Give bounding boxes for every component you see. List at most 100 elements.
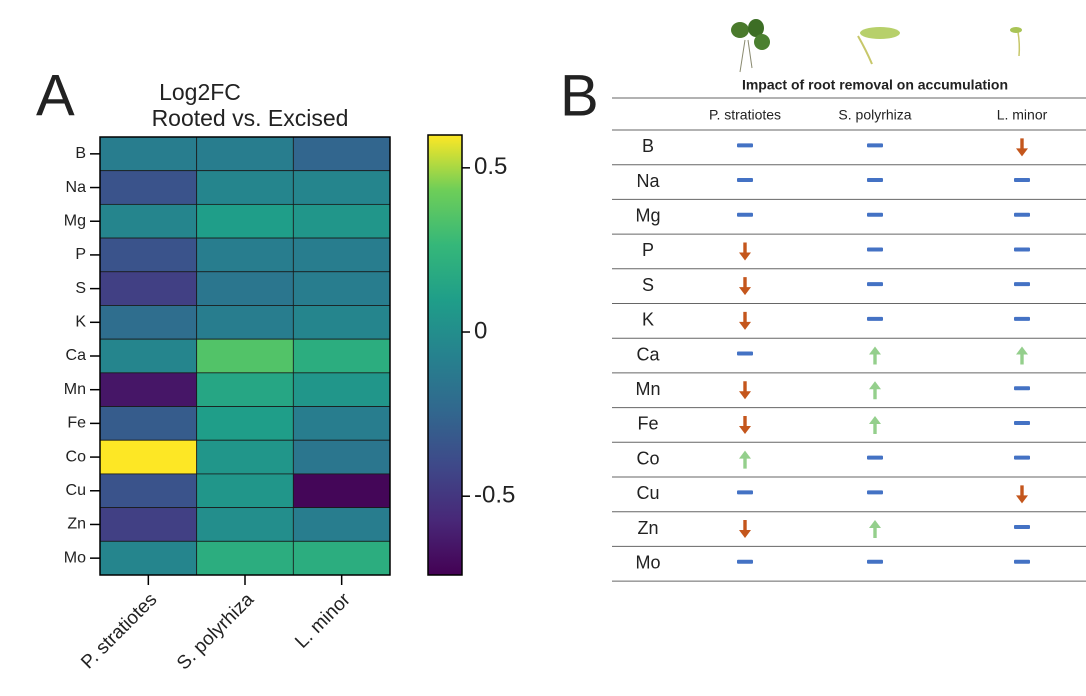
y-tick-label: Mo — [64, 549, 86, 566]
heatmap-cell — [99, 439, 198, 475]
heatmap-cell — [292, 439, 391, 475]
heatmap-cell — [196, 406, 294, 441]
row-label: Zn — [637, 518, 658, 538]
up-arrow — [1016, 346, 1028, 365]
neutral-dash — [737, 559, 753, 564]
neutral-dash — [867, 559, 883, 564]
column-header: L. minor — [997, 107, 1048, 123]
heatmap-cell — [292, 507, 391, 542]
row-label: B — [642, 136, 654, 156]
y-tick-label: Mg — [64, 212, 86, 229]
neutral-dash — [1014, 420, 1030, 425]
chart-title: Log2FC — [159, 79, 241, 105]
row-label: Mg — [635, 206, 660, 226]
heatmap-cell — [99, 271, 198, 306]
heatmap-cell — [196, 136, 294, 172]
neutral-dash — [867, 282, 883, 287]
heatmap-cell — [99, 338, 198, 374]
neutral-dash — [737, 143, 753, 148]
neutral-dash — [1014, 455, 1030, 460]
plant-icon — [857, 27, 900, 65]
y-tick-label: Fe — [67, 415, 86, 432]
x-tick-label: P. stratiotes — [77, 589, 161, 673]
colorbar — [427, 134, 463, 576]
y-tick-label: Co — [66, 448, 87, 465]
heatmap-cell — [99, 136, 198, 172]
neutral-dash — [1014, 386, 1030, 391]
panel-label: A — [36, 63, 75, 128]
heatmap-cell — [292, 305, 391, 340]
heatmap-cell — [196, 305, 294, 340]
x-tick-label: L. minor — [291, 589, 355, 653]
row-label: Ca — [636, 344, 660, 364]
table-title: Impact of root removal on accumulation — [742, 77, 1008, 93]
heatmap-cell — [196, 203, 294, 239]
y-tick-label: B — [75, 145, 86, 162]
neutral-dash — [1014, 282, 1030, 287]
up-arrow — [739, 450, 751, 469]
heatmap-cell — [292, 136, 391, 172]
up-arrow — [869, 381, 881, 400]
y-tick-label: S — [75, 280, 86, 297]
chart-title: Rooted vs. Excised — [152, 105, 349, 131]
neutral-dash — [1014, 316, 1030, 321]
heatmap-cell — [196, 540, 294, 576]
heatmap-cell — [99, 507, 198, 542]
neutral-dash — [737, 178, 753, 183]
neutral-dash — [737, 351, 753, 356]
row-label: P — [642, 240, 654, 260]
heatmap-cell — [99, 237, 198, 273]
colorbar-tick-label: -0.5 — [474, 482, 515, 509]
plant-icon — [731, 19, 770, 73]
up-arrow — [869, 346, 881, 365]
panel-label: B — [560, 63, 599, 128]
heatmap-cell — [196, 439, 294, 475]
y-tick-label: Zn — [67, 516, 86, 533]
heatmap-cell — [292, 473, 391, 509]
neutral-dash — [867, 178, 883, 183]
column-header: S. polyrhiza — [838, 107, 911, 123]
colorbar-tick-label: 0 — [474, 317, 487, 344]
heatmap-cell — [292, 338, 391, 374]
heatmap-cell — [196, 237, 294, 273]
heatmap-cell — [292, 203, 391, 239]
heatmap-cell — [196, 372, 294, 407]
neutral-dash — [1014, 559, 1030, 564]
heatmap-cell — [196, 507, 294, 542]
heatmap-cell — [99, 305, 198, 340]
column-header: P. stratiotes — [709, 107, 781, 123]
heatmap-cell — [292, 372, 391, 407]
heatmap-cell — [196, 170, 294, 205]
heatmap-cell — [99, 372, 198, 407]
y-tick-label: Cu — [66, 482, 86, 499]
down-arrow — [739, 415, 751, 434]
y-tick-label: Mn — [64, 381, 86, 398]
down-arrow — [739, 277, 751, 296]
down-arrow — [1016, 485, 1028, 504]
heatmap-cell — [196, 338, 294, 374]
row-label: Mn — [635, 379, 660, 399]
heatmap-cell — [99, 540, 198, 576]
neutral-dash — [867, 247, 883, 252]
neutral-dash — [1014, 525, 1030, 530]
neutral-dash — [1014, 247, 1030, 252]
heatmap-frame — [99, 136, 391, 576]
heatmap-cell — [99, 203, 198, 239]
neutral-dash — [867, 316, 883, 321]
heatmap-cell — [292, 237, 391, 273]
up-arrow — [869, 415, 881, 434]
up-arrow — [869, 520, 881, 539]
neutral-dash — [1014, 212, 1030, 217]
plant-icon — [1010, 27, 1022, 57]
down-arrow — [1016, 138, 1028, 157]
neutral-dash — [867, 490, 883, 495]
heatmap-cell — [292, 540, 391, 576]
row-label: Co — [636, 448, 659, 468]
y-tick-label: P — [75, 246, 86, 263]
row-label: Na — [636, 171, 660, 191]
row-label: Fe — [637, 414, 658, 434]
down-arrow — [739, 242, 751, 261]
down-arrow — [739, 520, 751, 539]
heatmap-cell — [292, 406, 391, 441]
